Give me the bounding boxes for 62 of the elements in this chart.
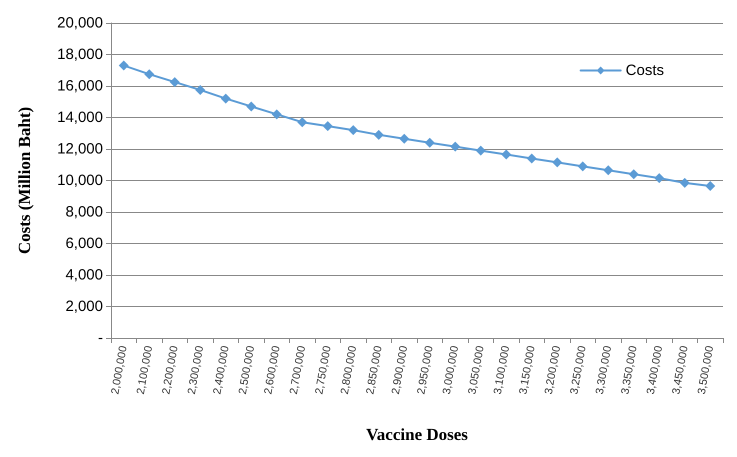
point: [526, 153, 537, 164]
y-tick-label: 6,000: [65, 235, 103, 252]
x-tick-label: 2,100,000: [134, 344, 156, 396]
point: [297, 117, 308, 128]
x-tick-label: 2,800,000: [338, 344, 360, 396]
point: [628, 169, 639, 180]
point: [348, 125, 358, 136]
point: [118, 60, 129, 71]
y-tick-label: 16,000: [57, 78, 103, 94]
x-tick-label: 3,150,000: [517, 344, 538, 396]
x-tick-label: 3,000,000: [440, 344, 462, 396]
x-tick-label: 3,450,000: [670, 344, 691, 396]
x-tick-label: 2,300,000: [186, 344, 206, 396]
y-tick-label: -: [98, 330, 103, 346]
x-axis-title: Vaccine Doses: [366, 425, 468, 444]
legend-label: Costs: [626, 62, 664, 79]
x-tick-label: 3,300,000: [594, 344, 614, 396]
point: [654, 173, 664, 184]
x-tick-label: 2,700,000: [288, 344, 308, 396]
point: [195, 84, 206, 95]
x-tick-label: 3,400,000: [644, 344, 666, 396]
point: [246, 101, 256, 112]
x-tick-label: 3,100,000: [492, 344, 512, 396]
x-tick-label: 3,350,000: [619, 344, 640, 396]
x-tick-label: 2,400,000: [211, 344, 232, 396]
point: [272, 109, 282, 120]
point: [374, 130, 384, 140]
x-tick-label: 2,900,000: [390, 344, 410, 396]
y-axis-title: Costs (Million Baht): [15, 106, 34, 254]
point: [476, 146, 486, 156]
point: [450, 142, 460, 152]
y-tick-label: 14,000: [57, 109, 103, 126]
y-tick-label: 10,000: [57, 172, 103, 189]
x-tick-label: 2,000,000: [109, 344, 130, 396]
x-tick-label: 2,750,000: [313, 344, 334, 396]
x-tick-label: 2,850,000: [364, 344, 385, 396]
x-tick-label: 2,500,000: [236, 344, 258, 396]
point: [680, 178, 690, 188]
y-tick-label: 8,000: [65, 204, 103, 220]
point: [220, 94, 231, 104]
x-tick-label: 2,950,000: [415, 344, 436, 396]
point: [603, 165, 614, 176]
point: [144, 69, 154, 80]
point: [501, 150, 512, 160]
x-tick-label: 2,600,000: [262, 344, 283, 396]
point: [399, 134, 410, 144]
y-tick-label: 12,000: [57, 140, 103, 158]
point: [424, 138, 435, 148]
point: [705, 181, 716, 192]
x-tick-label: 3,500,000: [696, 344, 716, 396]
x-tick-label: 3,250,000: [568, 344, 589, 396]
y-tick-label: 2,000: [65, 298, 103, 315]
y-tick-label: 4,000: [65, 266, 103, 284]
point: [322, 121, 333, 132]
x-tick-label: 3,050,000: [466, 344, 487, 396]
x-tick-label: 2,200,000: [160, 344, 181, 396]
point: [170, 77, 180, 88]
y-tick-label: 20,000: [57, 14, 103, 32]
x-tick-label: 3,200,000: [542, 344, 564, 396]
y-tick-label: 18,000: [57, 46, 103, 63]
point: [552, 157, 562, 168]
point: [578, 161, 588, 172]
